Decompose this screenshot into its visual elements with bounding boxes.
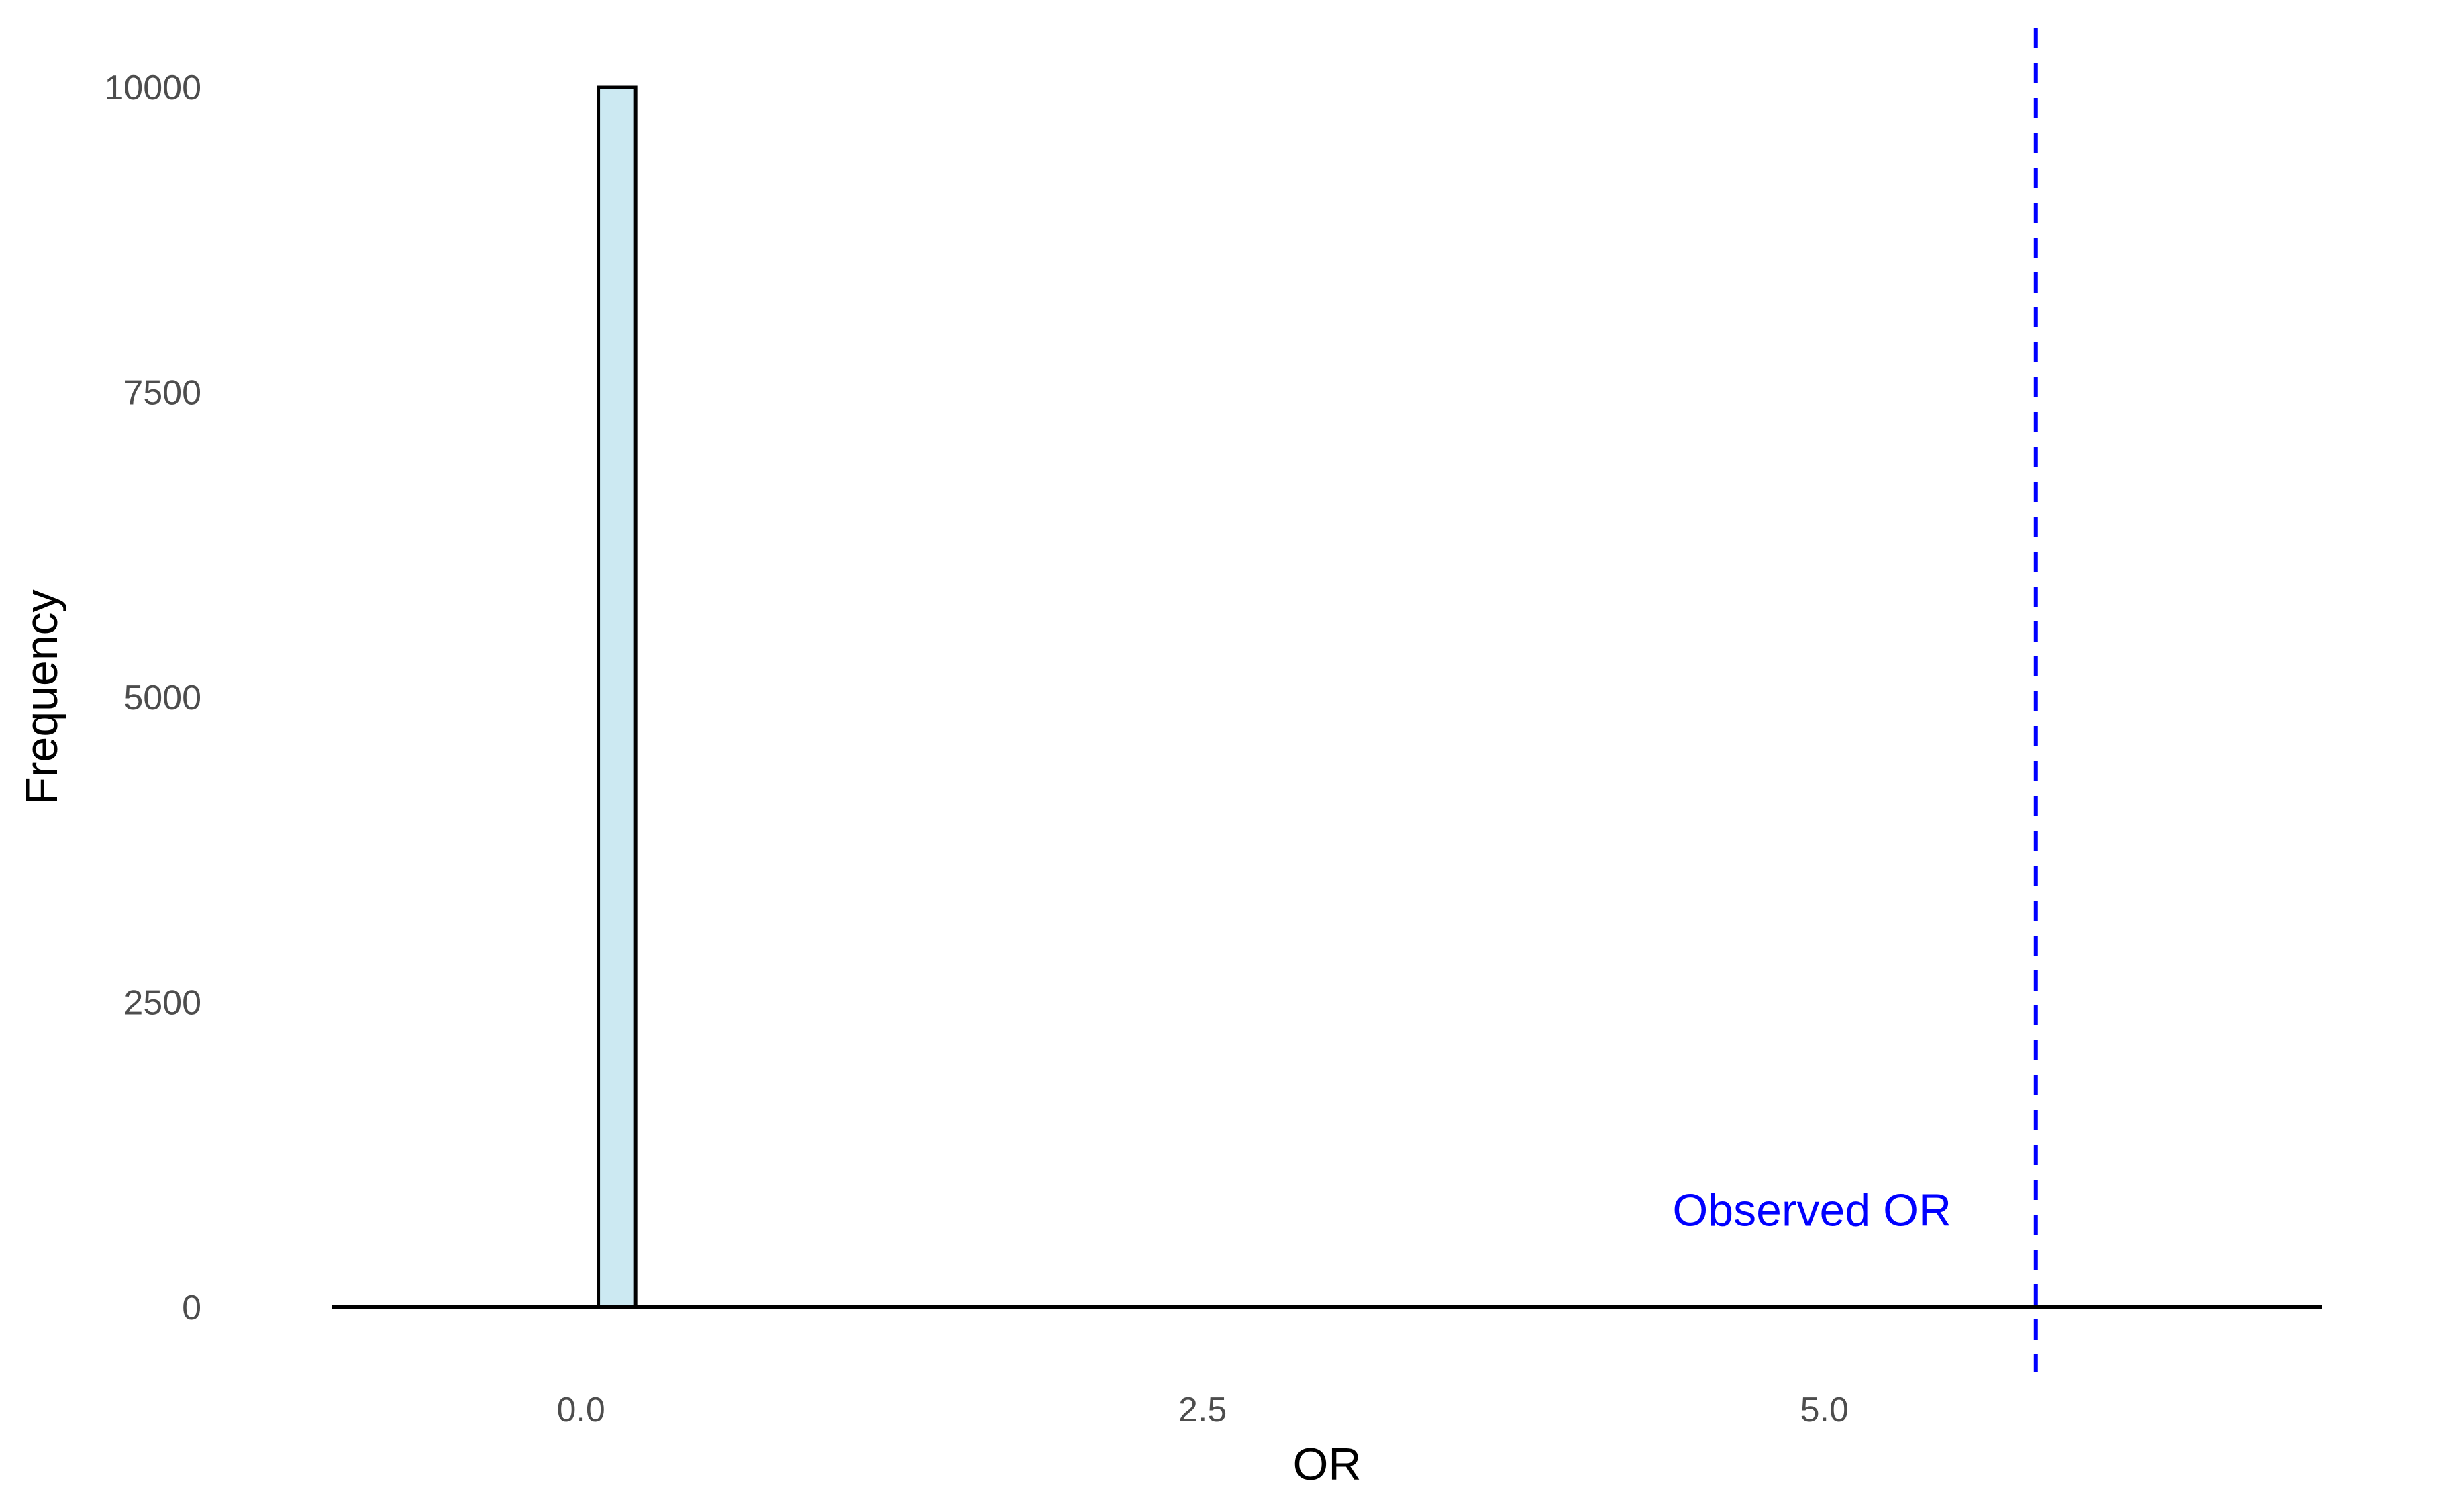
y-tick-label: 10000 (104, 68, 201, 107)
bars-layer (597, 85, 638, 1309)
observed-or-annotation: Observed OR (1672, 1185, 1951, 1236)
y-tick-label: 2500 (123, 984, 201, 1023)
y-axis-title: Frequency (16, 589, 67, 805)
y-tick-labels: 0 2500 5000 7500 10000 (104, 68, 201, 1327)
y-tick-label: 0 (182, 1289, 201, 1327)
x-axis-title: OR (1293, 1439, 1362, 1490)
x-tick-label: 5.0 (1800, 1391, 1849, 1429)
x-tick-label: 2.5 (1178, 1391, 1227, 1429)
y-tick-label: 5000 (123, 678, 201, 717)
histogram-bar-0 (597, 85, 638, 1309)
x-tick-labels: 0.0 2.5 5.0 (556, 1391, 1848, 1429)
x-tick-label: 0.0 (556, 1391, 605, 1429)
y-tick-label: 7500 (123, 374, 201, 413)
